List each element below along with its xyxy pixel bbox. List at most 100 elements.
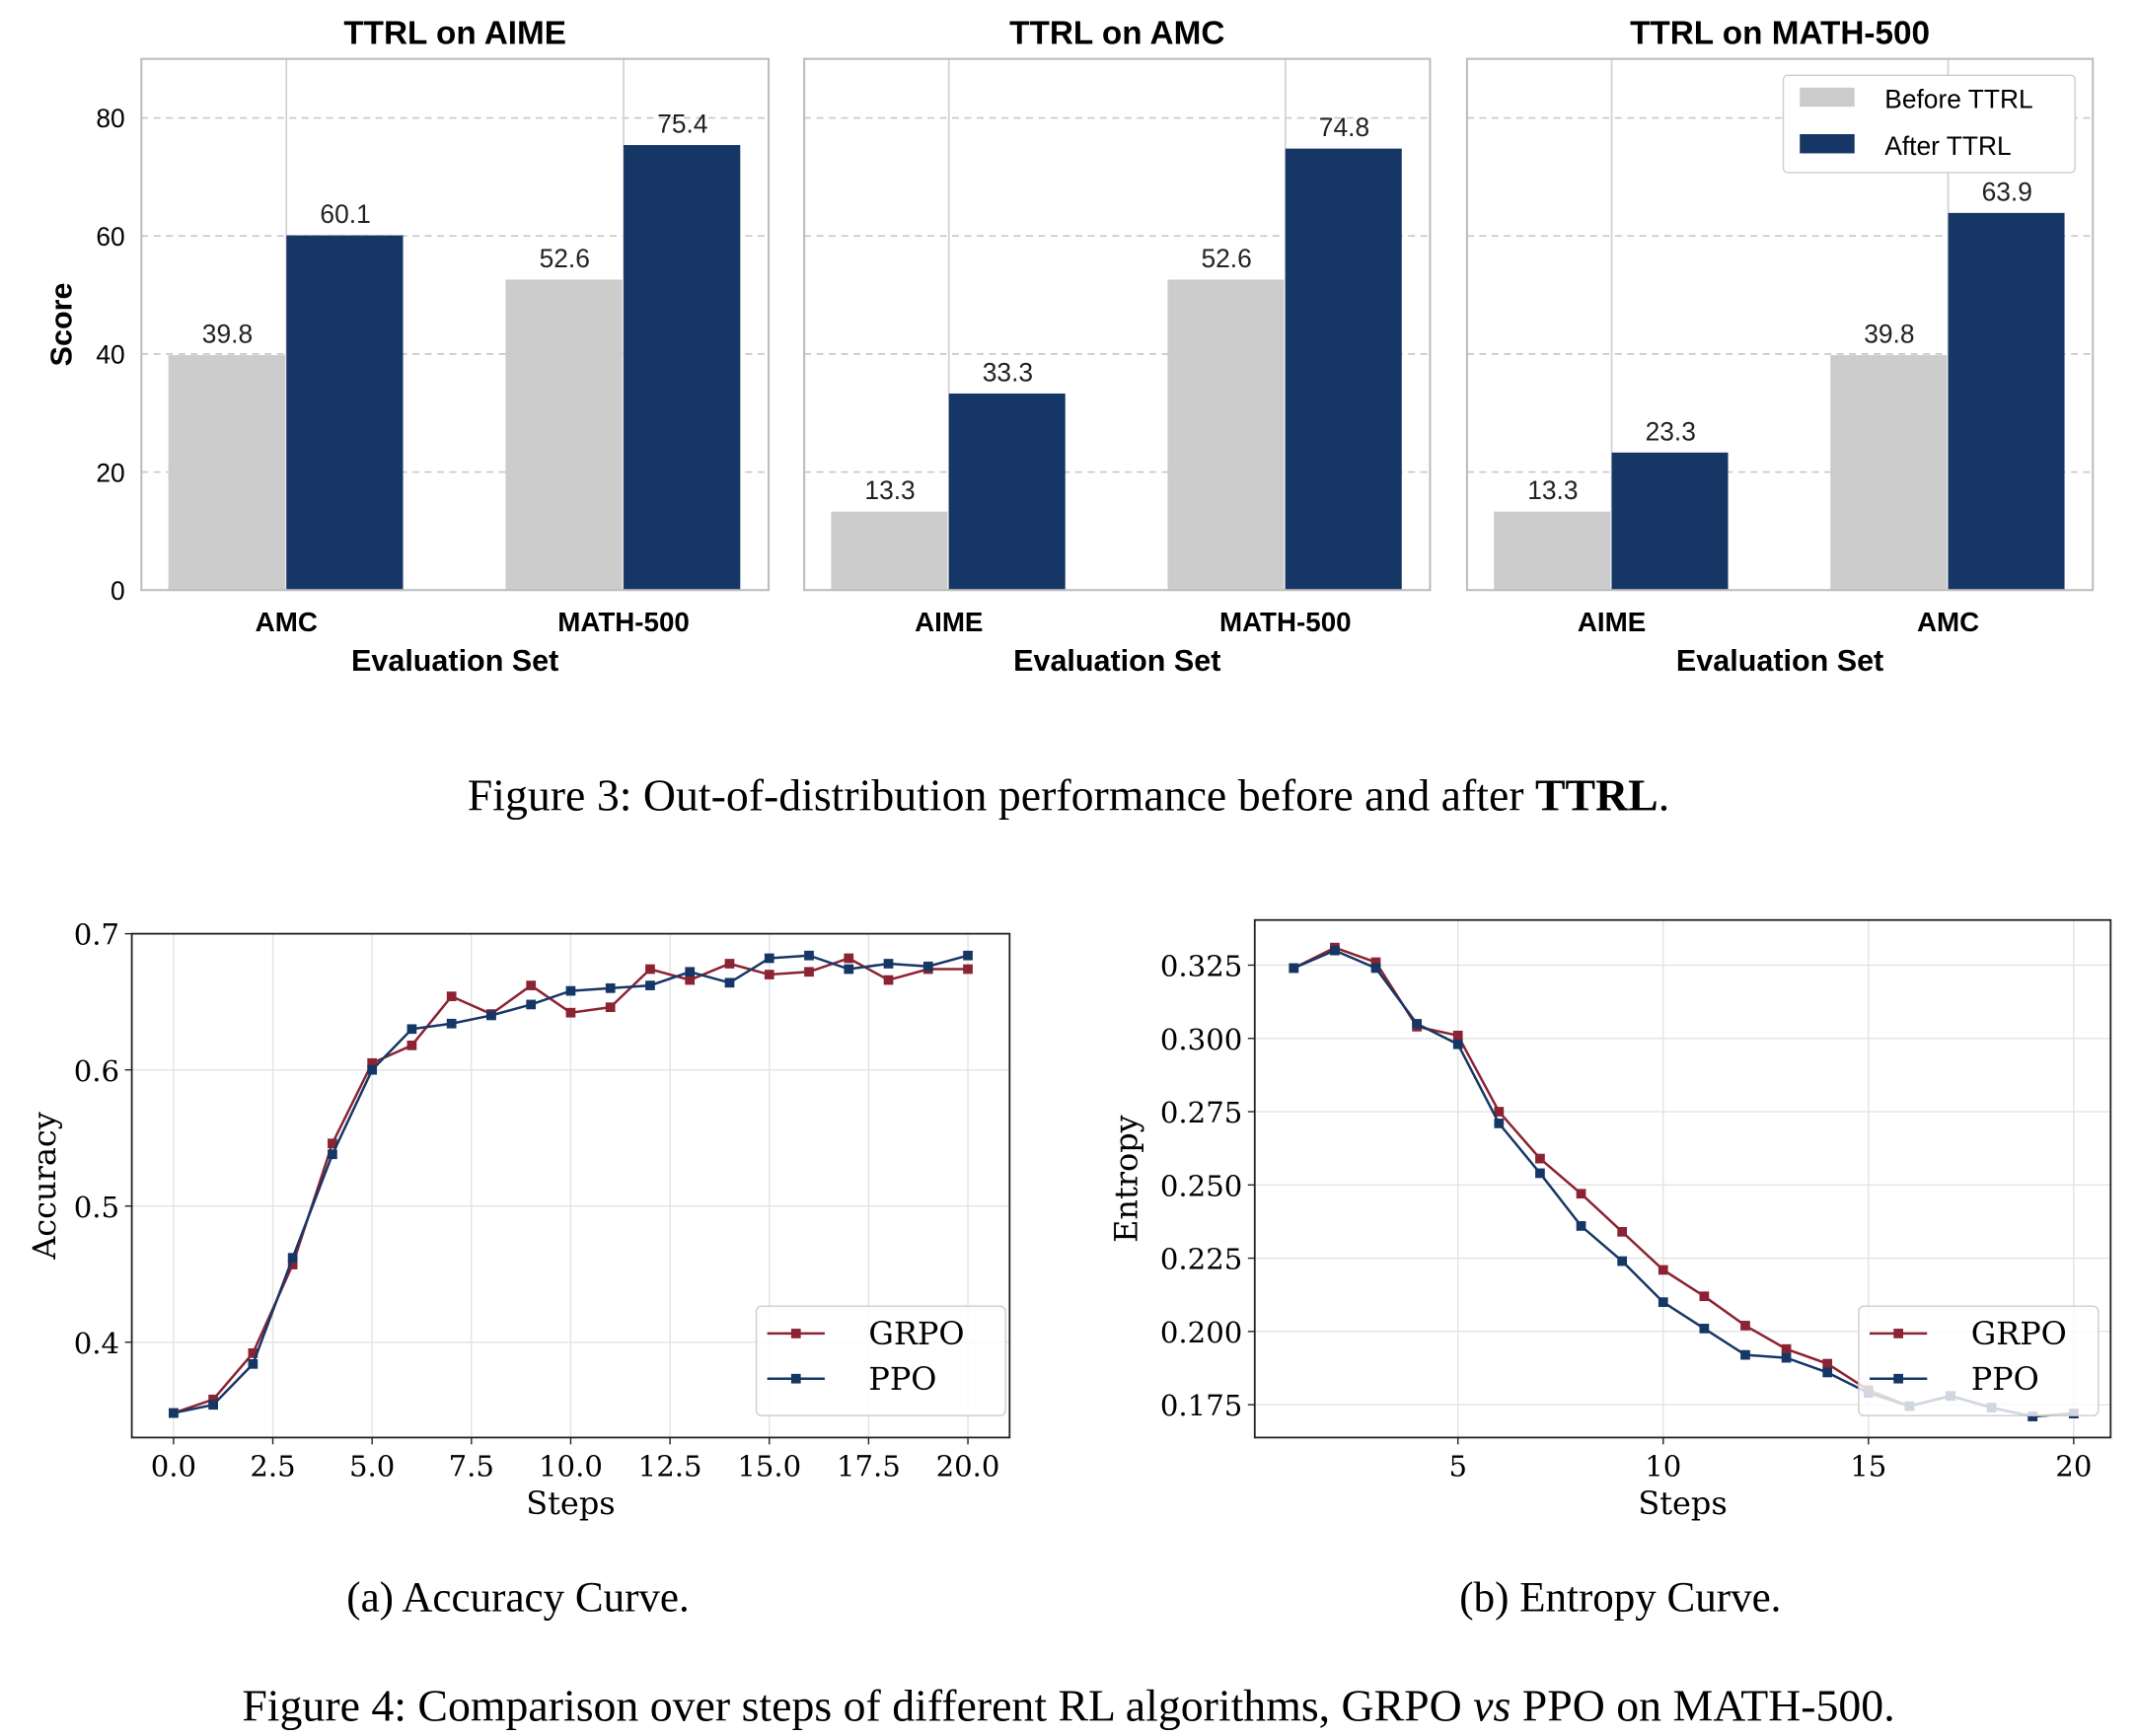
y-tick-label: 0.300 — [1160, 1023, 1242, 1056]
data-point-ppo — [1452, 1039, 1463, 1049]
data-point-grpo — [1370, 957, 1381, 968]
data-point-grpo — [1452, 1030, 1463, 1041]
x-tick-label: AIME — [1578, 607, 1646, 637]
data-label: 39.8 — [202, 320, 253, 349]
chart-title: TTRL on MATH-500 — [1630, 15, 1930, 51]
x-axis-label: Steps — [526, 1484, 615, 1522]
data-point-ppo — [248, 1359, 258, 1369]
data-point-ppo — [1781, 1352, 1792, 1363]
axes-frame — [140, 57, 771, 592]
data-point-grpo — [724, 959, 735, 969]
data-point-grpo — [1781, 1343, 1792, 1354]
x-tick-label: 5.0 — [349, 1449, 395, 1483]
data-point-grpo — [605, 1002, 616, 1013]
y-tick-label: 0.7 — [74, 918, 119, 952]
y-tick-label: 80 — [96, 104, 124, 133]
y-tick-label: 0.200 — [1160, 1316, 1242, 1349]
bar-after-ttrl — [1611, 452, 1729, 591]
data-point-ppo — [963, 950, 973, 961]
data-label: 13.3 — [864, 475, 915, 505]
data-point-grpo — [1699, 1291, 1710, 1302]
legend: GRPO PPO — [755, 1305, 1006, 1416]
data-point-ppo — [1617, 1256, 1628, 1266]
bar-chart-3: 13.3 39.8 23.3 63.9 AIME AMC TTRL on MATH-500 E… — [1465, 15, 2095, 678]
x-tick-label: 12.5 — [638, 1449, 702, 1483]
axes-frame — [1253, 918, 2112, 1439]
data-point-grpo — [685, 975, 696, 985]
bar-chart-2: 13.3 52.6 33.3 74.8 AIME MATH-500 TTRL on AMC E… — [803, 15, 1432, 678]
legend-swatch-after — [1800, 134, 1855, 154]
legend-frame — [1782, 74, 2076, 174]
data-point-grpo — [367, 1057, 378, 1068]
data-point-ppo — [1370, 963, 1381, 974]
x-axis-label: Evaluation Set — [351, 644, 558, 678]
x-axis-label: Evaluation Set — [1013, 644, 1220, 678]
bar-before-ttrl — [831, 511, 948, 591]
data-point-grpo — [1822, 1358, 1833, 1369]
data-point-ppo — [1576, 1221, 1586, 1231]
x-tick-label: 5 — [1448, 1449, 1467, 1483]
entropy-chart: 5 10 15 20 0.175 0.200 0.225 0.250 0.275 0.300 0.3… — [1107, 918, 2112, 1522]
data-point-ppo — [565, 985, 576, 996]
data-point-ppo — [605, 982, 616, 993]
x-tick-label: 15.0 — [737, 1449, 801, 1483]
data-point-ppo — [764, 953, 774, 964]
data-point-ppo — [526, 999, 537, 1010]
data-point-ppo — [287, 1253, 298, 1264]
data-label: 33.3 — [983, 357, 1033, 387]
x-axis-label: Steps — [1638, 1484, 1727, 1522]
x-tick-label: 20.0 — [936, 1449, 1000, 1483]
data-point-ppo — [446, 1018, 457, 1029]
data-label: 39.8 — [1864, 320, 1914, 349]
data-point-ppo — [406, 1024, 417, 1035]
data-point-grpo — [1494, 1107, 1505, 1117]
data-point-ppo — [328, 1149, 337, 1160]
data-point-ppo — [208, 1400, 218, 1410]
legend: GRPO PPO — [1858, 1305, 2100, 1416]
data-point-grpo — [526, 980, 537, 990]
data-point-ppo — [724, 977, 735, 988]
x-tick-label: 7.5 — [449, 1449, 494, 1483]
x-tick-label: 10 — [1645, 1449, 1681, 1483]
data-point-grpo — [963, 964, 973, 975]
y-axis-label: Accuracy — [26, 1112, 63, 1261]
data-point-ppo — [922, 961, 933, 972]
x-tick-label: MATH-500 — [1219, 607, 1352, 637]
legend-marker — [1893, 1329, 1903, 1338]
data-label: 23.3 — [1646, 416, 1696, 446]
data-point-grpo — [764, 970, 774, 979]
bar-after-ttrl — [1948, 212, 2065, 591]
axes-frame — [1465, 57, 2095, 592]
data-point-ppo — [1494, 1119, 1505, 1128]
y-tick-label: 0.275 — [1160, 1096, 1242, 1129]
data-point-ppo — [1658, 1297, 1668, 1308]
data-point-grpo — [208, 1394, 218, 1405]
axes-frame — [130, 932, 1011, 1439]
legend-marker — [790, 1373, 801, 1384]
data-point-grpo — [328, 1138, 337, 1149]
data-label: 63.9 — [1982, 177, 2032, 206]
figure4-caption: Figure 4: Comparison over steps of diffe… — [242, 1681, 1894, 1731]
data-point-grpo — [1535, 1153, 1545, 1164]
x-tick-label: 2.5 — [250, 1449, 295, 1483]
data-label: 75.4 — [657, 109, 707, 139]
data-point-ppo — [883, 959, 894, 969]
x-axis-label: Evaluation Set — [1676, 644, 1883, 678]
data-point-grpo — [1576, 1189, 1586, 1199]
bar-before-ttrl — [1167, 279, 1285, 591]
y-axis-label: Score — [45, 283, 79, 367]
x-tick-label: AMC — [256, 607, 318, 637]
legend: Before TTRL After TTRL — [1782, 74, 2076, 174]
legend-marker — [1893, 1373, 1903, 1384]
figure4-line-charts: 0.0 2.5 5.0 7.5 10.0 12.5 15.0 17.5 20.0 0.4 0.5 0.… — [26, 918, 2112, 1522]
data-point-grpo — [406, 1040, 417, 1050]
bar-before-ttrl — [505, 279, 623, 591]
data-point-ppo — [645, 980, 655, 990]
y-tick-label: 60 — [96, 222, 124, 252]
data-label: 60.1 — [320, 199, 370, 229]
data-label: 52.6 — [540, 244, 590, 273]
chart-title: TTRL on AIME — [343, 15, 566, 51]
data-point-grpo — [844, 953, 854, 964]
data-point-grpo — [565, 1007, 576, 1018]
